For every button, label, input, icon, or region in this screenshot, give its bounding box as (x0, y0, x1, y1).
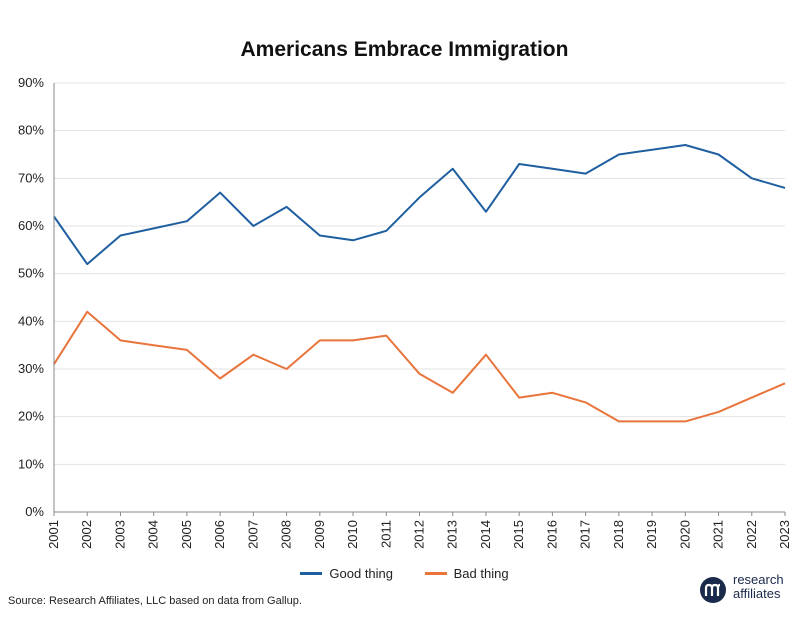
x-tick-label: 2022 (744, 520, 759, 549)
chart-title: Americans Embrace Immigration (240, 38, 569, 61)
x-tick-label: 2010 (345, 520, 360, 549)
legend-swatch-good (300, 572, 323, 575)
x-tick-label: 2021 (711, 520, 726, 549)
x-tick-label: 2002 (79, 520, 94, 549)
line-chart: 0%10%20%30%40%50%60%70%80%90% 2001 2002 20… (18, 75, 792, 549)
legend-item-good: Good thing (300, 566, 393, 581)
legend-label-bad: Bad thing (453, 566, 509, 581)
y-tick-label: 60% (18, 218, 44, 233)
x-tick-label: 2017 (578, 520, 593, 549)
y-tick-label: 80% (18, 123, 44, 138)
x-tick-label: 2001 (46, 520, 61, 549)
research-affiliates-logo: research affiliates (700, 573, 800, 605)
x-tick-label: 2020 (677, 520, 692, 549)
y-tick-label: 10% (18, 456, 44, 471)
y-tick-label: 90% (18, 75, 44, 90)
x-tick-label: 2009 (312, 520, 327, 549)
y-tick-label: 50% (18, 266, 44, 281)
x-tick-label: 2019 (644, 520, 659, 549)
legend-swatch-bad (424, 572, 447, 575)
x-tick-label: 2007 (245, 520, 260, 549)
y-tick-label: 40% (18, 313, 44, 328)
x-tick-label: 2003 (112, 520, 127, 549)
x-tick-label: 2014 (478, 520, 493, 549)
y-tick-label: 30% (18, 361, 44, 376)
x-tick-label: 2013 (445, 520, 460, 549)
x-tick-label: 2005 (179, 520, 194, 549)
y-tick-label: 20% (18, 409, 44, 424)
source-note: Source: Research Affiliates, LLC based o… (8, 595, 302, 607)
x-tick-label: 2011 (378, 520, 393, 548)
x-tick-label: 2015 (511, 520, 526, 549)
logo-text-research: research (733, 572, 784, 587)
x-tick-label: 2004 (146, 520, 161, 549)
x-tick-label: 2012 (412, 520, 427, 549)
x-tick-label: 2008 (279, 520, 294, 549)
legend-label-good: Good thing (329, 566, 394, 581)
x-tick-label: 2018 (611, 520, 626, 549)
x-tick-label: 2016 (544, 520, 559, 549)
series-line-good-thing (53, 144, 786, 266)
logo-mark-icon (700, 577, 726, 603)
y-tick-label: 70% (18, 170, 44, 185)
legend-item-bad: Bad thing (424, 566, 509, 581)
y-axis-ticks: 0% 10% 20% 30% 40% 50% 60% 70% 80% 90% (18, 75, 44, 519)
series-lines (53, 144, 786, 423)
gridlines (54, 82, 785, 465)
x-tick-label: 2006 (212, 520, 227, 549)
logo-text-affiliates: affiliates (733, 586, 781, 601)
legend: Good thing Bad thing (0, 563, 809, 581)
x-axis-ticks: 2001 2002 2003 2004 2005 2006 2007 2008 2009 2010… (46, 512, 792, 549)
x-tick-label: 2023 (777, 520, 792, 549)
series-line-bad-thing (53, 310, 786, 423)
y-tick-label: 0% (25, 504, 44, 519)
